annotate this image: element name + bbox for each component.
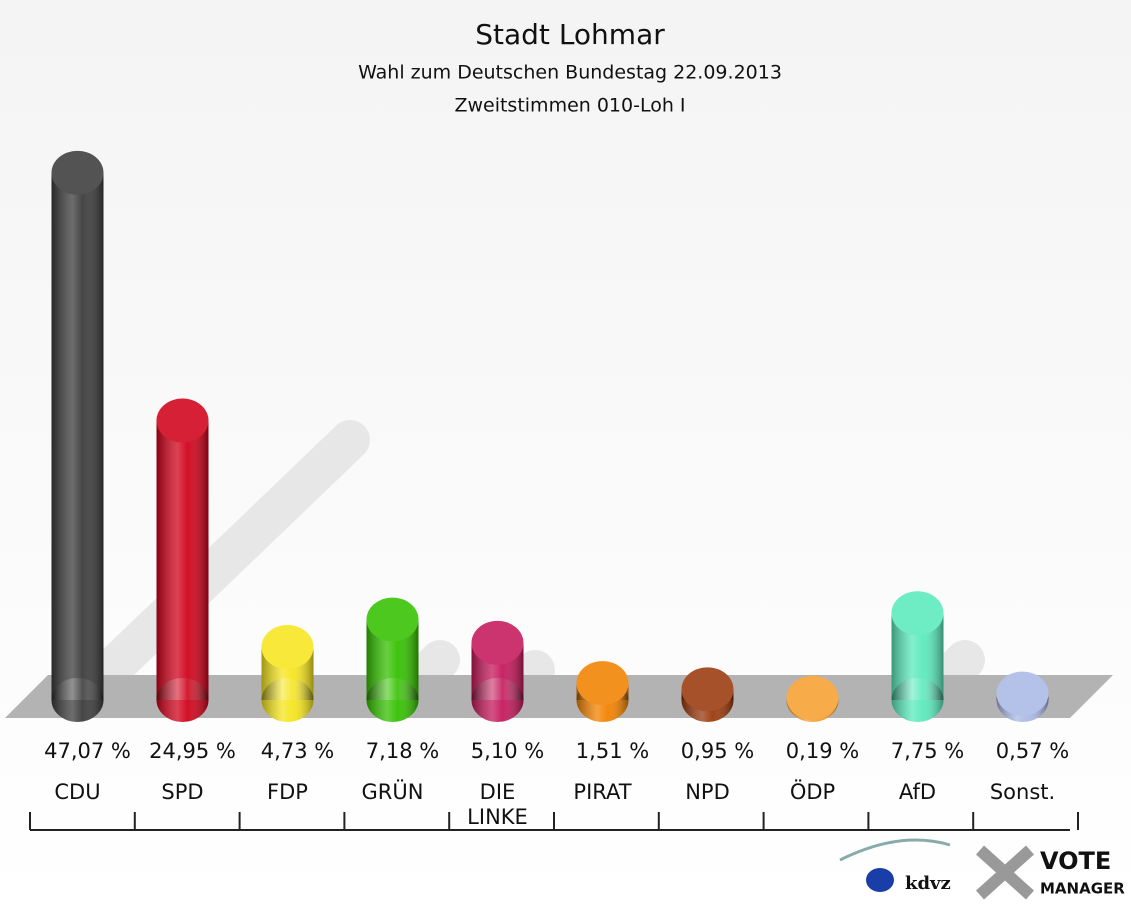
bar (261, 625, 314, 722)
chart-subtitle: Wahl zum Deutschen Bundestag 22.09.2013 (358, 62, 782, 84)
bar-top (261, 625, 314, 670)
bar-top-shade (996, 671, 1049, 716)
x-tick-label: AfD (899, 780, 936, 804)
bar-top-shade (51, 150, 104, 195)
bar-top (681, 667, 734, 712)
bar-top (51, 150, 104, 195)
value-label: 0,57 % (996, 739, 1069, 763)
bar (471, 620, 524, 722)
x-tick-label: PIRAT (573, 780, 631, 804)
bar-top (156, 398, 209, 443)
logo-text: MANAGER (1040, 880, 1125, 898)
bar-top-shade (891, 591, 944, 636)
bar-top-shade (471, 620, 524, 665)
x-tick-label: GRÜN (362, 779, 424, 804)
x-tick-label: DIE LINKE (467, 780, 528, 829)
bar-top-shade (261, 625, 314, 670)
x-tick-label: SPD (161, 780, 203, 804)
value-label: 47,07 % (44, 739, 131, 763)
logo-text: VOTE (1040, 847, 1111, 875)
x-tick-label: Sonst. (990, 780, 1055, 804)
bar-top (786, 675, 839, 720)
value-label: 4,73 % (261, 739, 334, 763)
bar (366, 597, 419, 722)
x-tick-label: FDP (267, 780, 308, 804)
value-label: 5,10 % (471, 739, 544, 763)
bar-top-shade (366, 597, 419, 642)
bar (996, 671, 1049, 722)
bar-top-shade (681, 667, 734, 712)
bar-top (996, 671, 1049, 716)
bar-top (471, 620, 524, 665)
bar (681, 667, 734, 722)
bar (576, 661, 629, 722)
logo: kdvz VOTE MANAGER (839, 838, 1125, 900)
bar-top-shade (576, 661, 629, 706)
x-tick-label: ÖDP (790, 779, 835, 804)
bar-shade (156, 420, 209, 700)
x-tick-label: CDU (54, 780, 100, 804)
bar-top (576, 661, 629, 706)
bar (891, 591, 944, 722)
bar-shade (51, 172, 104, 701)
bar-top-shade (156, 398, 209, 443)
bar-top-shade (786, 675, 839, 720)
value-label: 7,75 % (891, 739, 964, 763)
bar (786, 675, 839, 722)
chart-subtitle: Zweitstimmen 010-Loh I (454, 95, 685, 117)
chart-title: Stadt Lohmar (475, 18, 665, 51)
bar-top (366, 597, 419, 642)
value-label: 1,51 % (576, 739, 649, 763)
logo-text: kdvz (905, 873, 951, 894)
bar (51, 150, 104, 722)
bar (156, 398, 209, 722)
x-tick-label: NPD (685, 780, 730, 804)
bar-top (891, 591, 944, 636)
value-label: 0,95 % (681, 739, 754, 763)
value-label: 24,95 % (149, 739, 236, 763)
value-label: 7,18 % (366, 739, 439, 763)
value-label: 0,19 % (786, 739, 859, 763)
